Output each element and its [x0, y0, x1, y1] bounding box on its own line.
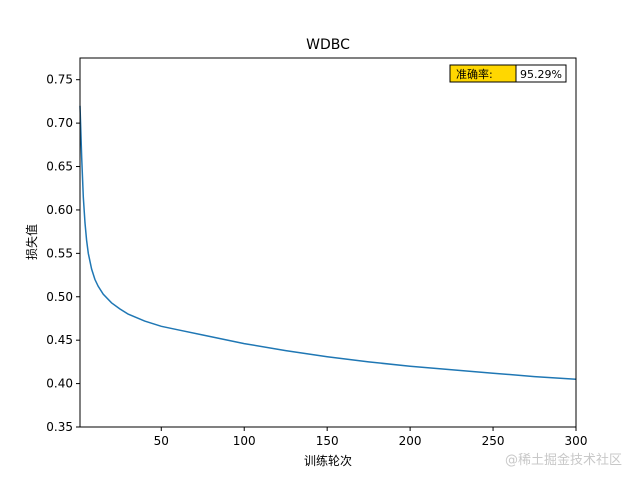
y-tick-label: 0.50 — [46, 290, 73, 304]
y-tick-label: 0.40 — [46, 377, 73, 391]
accuracy-table: 准确率: 95.29% — [449, 64, 567, 83]
plot-frame — [79, 57, 577, 428]
x-tick-label: 50 — [154, 434, 169, 448]
watermark: @稀土掘金技术社区 — [505, 453, 623, 468]
y-tick-label: 0.70 — [46, 116, 73, 130]
x-axis-ticks: 50 100 150 200 250 300 — [154, 427, 588, 448]
accuracy-label: 准确率: — [456, 67, 493, 81]
y-axis-label: 损失值 — [24, 224, 39, 260]
loss-line — [79, 105, 577, 380]
accuracy-value: 95.29% — [520, 68, 562, 81]
x-axis-label: 训练轮次 — [304, 453, 352, 468]
y-tick-label: 0.35 — [46, 420, 73, 434]
x-tick-label: 100 — [233, 434, 256, 448]
y-tick-label: 0.75 — [46, 73, 73, 87]
y-tick-label: 0.60 — [46, 203, 73, 217]
y-tick-label: 0.65 — [46, 160, 73, 174]
accuracy-value-cell — [515, 64, 567, 83]
y-axis-ticks: 0.35 0.40 0.45 0.50 0.55 0.60 0.65 0.70 0.75 — [46, 73, 80, 434]
x-tick-label: 150 — [316, 434, 339, 448]
chart-title: WDBC — [306, 37, 350, 53]
y-tick-label: 0.45 — [46, 333, 73, 347]
x-tick-label: 250 — [482, 434, 505, 448]
x-tick-label: 200 — [399, 434, 422, 448]
y-tick-label: 0.55 — [46, 246, 73, 260]
x-tick-label: 300 — [565, 434, 588, 448]
